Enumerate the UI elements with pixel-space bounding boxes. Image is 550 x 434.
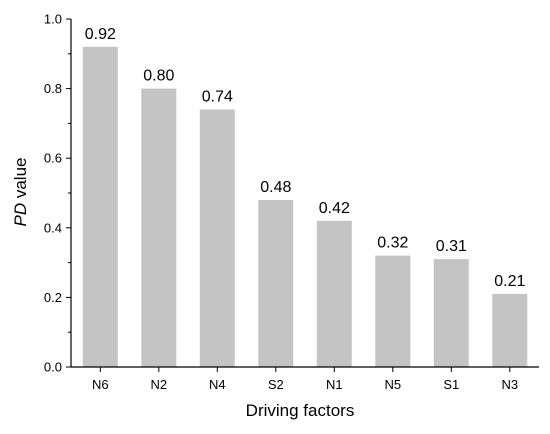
x-tick-label-n1: N1 [326, 377, 343, 392]
bar-s2 [258, 200, 294, 367]
data-label-n2: 0.80 [143, 68, 174, 85]
bar-n2 [141, 88, 177, 367]
x-tick-label-n4: N4 [209, 377, 226, 392]
data-label-n4: 0.74 [202, 89, 233, 106]
x-tick-label-n2: N2 [150, 377, 167, 392]
data-label-s2: 0.48 [260, 179, 291, 196]
y-tick-label: 0.6 [44, 151, 62, 166]
y-tick-label: 0.4 [44, 220, 62, 235]
bar-n3 [492, 293, 528, 367]
x-ticks-group: N6 N2 N4 S2 N1 N5 S1 N3 [92, 367, 518, 392]
x-tick-label-s2: S2 [268, 377, 284, 392]
bar-s1 [433, 259, 469, 367]
x-tick-label-s1: S1 [443, 377, 459, 392]
y-tick-label: 0.8 [44, 81, 62, 96]
bar-n6 [82, 46, 118, 368]
data-label-n6: 0.92 [85, 26, 116, 43]
bar-n4 [199, 109, 235, 367]
y-ticks-group: 0.0 0.2 0.4 0.6 0.8 1.0 [44, 12, 71, 375]
y-axis-title: PD value [11, 158, 30, 227]
x-tick-label-n6: N6 [92, 377, 109, 392]
bar-n1 [316, 220, 352, 367]
y-axis-title-italic: PD [11, 203, 30, 227]
y-tick-label: 0.0 [44, 360, 62, 375]
data-label-n1: 0.42 [319, 200, 350, 217]
value-labels-group: 0.92 0.80 0.74 0.48 0.42 0.32 0.31 0.21 [85, 26, 526, 290]
x-tick-label-n3: N3 [501, 377, 518, 392]
bars-group [82, 46, 528, 368]
x-axis-title: Driving factors [246, 401, 355, 420]
y-tick-label: 0.2 [44, 290, 62, 305]
y-tick-label: 1.0 [44, 12, 62, 27]
y-axis-title-rest: value [11, 158, 30, 203]
data-label-n3: 0.21 [494, 273, 525, 290]
x-tick-label-n5: N5 [384, 377, 401, 392]
bar-n5 [375, 255, 411, 367]
data-label-s1: 0.31 [436, 238, 467, 255]
data-label-n5: 0.32 [377, 235, 408, 252]
